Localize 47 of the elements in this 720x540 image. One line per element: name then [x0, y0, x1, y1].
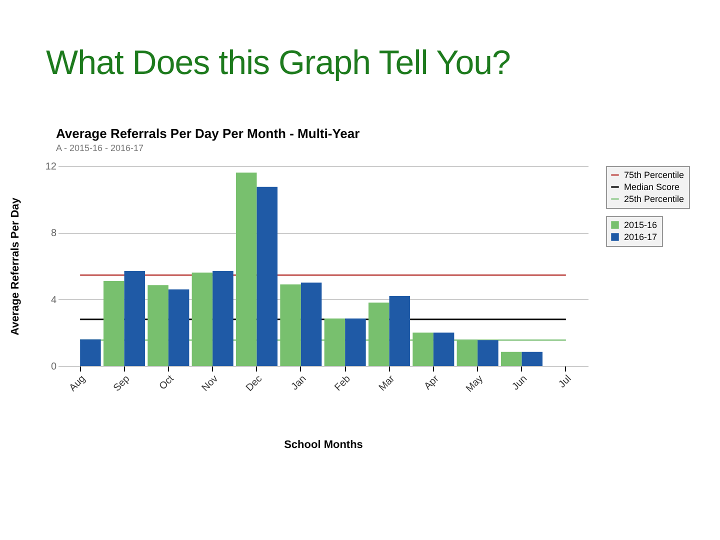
x-tick-label: Nov — [200, 374, 220, 394]
bar — [192, 272, 213, 366]
bar — [148, 285, 168, 366]
x-tick-label: Jun — [510, 374, 530, 393]
y-tick-label: 12 — [45, 162, 57, 172]
y-tick-label: 0 — [50, 362, 57, 372]
x-tick-label: Feb — [332, 373, 354, 394]
bar — [300, 282, 322, 366]
bar — [478, 340, 498, 366]
legend-label: Median Score — [624, 182, 680, 192]
y-tick-label: 4 — [50, 294, 57, 306]
bar — [124, 271, 146, 366]
x-tick-label: Dec — [244, 374, 265, 394]
x-tick-label: Sep — [112, 373, 132, 394]
bar — [280, 284, 301, 366]
bar — [168, 289, 190, 366]
bar — [412, 332, 434, 366]
legend-label: 25th Percentile — [624, 194, 684, 204]
y-axis-title: Average Referrals Per Day — [9, 196, 22, 336]
legend-label: 75th Percentile — [624, 170, 684, 180]
x-tick-label: Mar — [377, 373, 398, 394]
legend-label: 2016-17 — [624, 232, 658, 242]
chart-title: What Does this Graph Tell You? — [46, 44, 510, 83]
bar — [389, 296, 410, 366]
x-tick-label: Jul — [556, 374, 574, 390]
bar — [345, 318, 366, 366]
x-tick-label: Jan — [290, 374, 309, 393]
bar — [256, 186, 278, 366]
chart-subtitle: Average Referrals Per Day Per Month - Multi-Year — [56, 126, 360, 141]
text: A - 2015-16 - 2016-17 — [56, 143, 144, 153]
bar — [236, 172, 257, 366]
legend-label: 2015-16 — [624, 220, 658, 230]
x-tick-label: Apr — [422, 373, 442, 392]
bar — [522, 352, 543, 366]
x-tick-label: Aug — [68, 374, 88, 394]
bar — [368, 302, 390, 366]
x-axis-title: School Months — [284, 438, 363, 451]
x-tick-label: May — [464, 374, 486, 395]
bar — [212, 271, 234, 366]
bar — [324, 318, 346, 366]
bar — [103, 281, 124, 366]
y-tick-label: 8 — [50, 228, 57, 240]
bar — [500, 352, 522, 366]
bar — [433, 332, 454, 366]
bar — [80, 339, 101, 366]
bar — [456, 340, 478, 366]
x-tick-label: Oct — [157, 373, 176, 392]
